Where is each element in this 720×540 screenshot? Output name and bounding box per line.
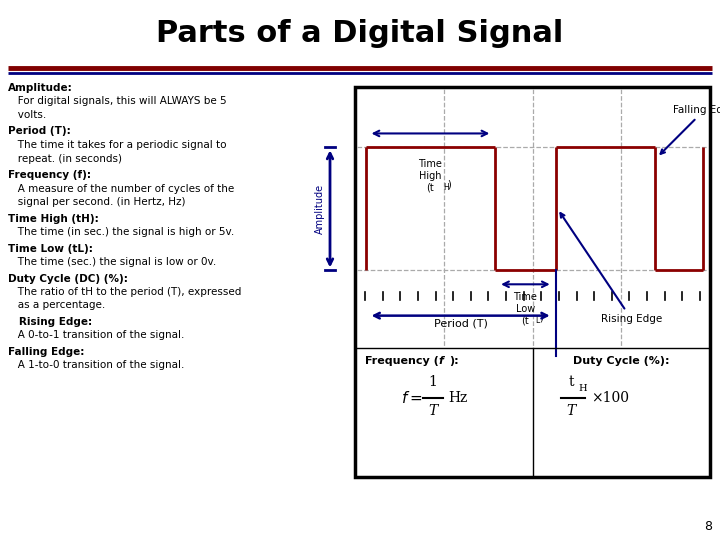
Text: H: H bbox=[578, 384, 587, 393]
Text: $f = $: $f = $ bbox=[401, 390, 423, 406]
Text: The ratio of tH to the period (T), expressed: The ratio of tH to the period (T), expre… bbox=[8, 287, 241, 297]
Text: repeat. (in seconds): repeat. (in seconds) bbox=[8, 153, 122, 164]
Text: Time Low (tL):: Time Low (tL): bbox=[8, 244, 93, 253]
Text: Frequency (: Frequency ( bbox=[365, 356, 438, 366]
Text: Amplitude:: Amplitude: bbox=[8, 83, 73, 93]
Text: T: T bbox=[428, 404, 438, 418]
Text: Amplitude: Amplitude bbox=[315, 184, 325, 234]
Text: Period (T): Period (T) bbox=[433, 319, 487, 329]
Text: A 1-to-0 transition of the signal.: A 1-to-0 transition of the signal. bbox=[8, 361, 184, 370]
Text: Period (T):: Period (T): bbox=[8, 126, 71, 137]
Text: H: H bbox=[444, 184, 449, 192]
Text: For digital signals, this will ALWAYS be 5: For digital signals, this will ALWAYS be… bbox=[8, 97, 227, 106]
Text: ×100: ×100 bbox=[591, 392, 629, 406]
Text: as a percentage.: as a percentage. bbox=[8, 300, 105, 310]
Text: Time High (tH):: Time High (tH): bbox=[8, 213, 99, 224]
Text: volts.: volts. bbox=[8, 110, 46, 120]
Text: Frequency (f):: Frequency (f): bbox=[8, 170, 91, 180]
Text: Rising Edge: Rising Edge bbox=[560, 213, 662, 323]
Text: Duty Cycle (DC) (%):: Duty Cycle (DC) (%): bbox=[8, 273, 128, 284]
Text: Time
High
(t: Time High (t bbox=[418, 159, 442, 193]
Text: signal per second. (in Hertz, Hz): signal per second. (in Hertz, Hz) bbox=[8, 197, 186, 207]
Text: ):: ): bbox=[449, 356, 459, 366]
Text: 1: 1 bbox=[428, 375, 438, 389]
Text: ): ) bbox=[447, 179, 451, 190]
Text: f: f bbox=[438, 356, 444, 366]
Text: Time
Low
(t: Time Low (t bbox=[513, 292, 537, 326]
Text: Hz: Hz bbox=[448, 392, 467, 406]
Text: Parts of a Digital Signal: Parts of a Digital Signal bbox=[156, 19, 564, 49]
Text: Falling Edge:: Falling Edge: bbox=[8, 347, 84, 357]
Text: T: T bbox=[567, 404, 576, 418]
Text: Duty Cycle (%):: Duty Cycle (%): bbox=[573, 356, 670, 366]
Text: A 0-to-1 transition of the signal.: A 0-to-1 transition of the signal. bbox=[8, 330, 184, 341]
Text: The time it takes for a periodic signal to: The time it takes for a periodic signal … bbox=[8, 140, 227, 150]
Text: t: t bbox=[568, 375, 574, 389]
Text: ): ) bbox=[539, 312, 543, 322]
Text: A measure of the number of cycles of the: A measure of the number of cycles of the bbox=[8, 184, 234, 193]
Text: 8: 8 bbox=[704, 520, 712, 533]
Text: Falling Edge: Falling Edge bbox=[660, 105, 720, 154]
Text: Rising Edge:: Rising Edge: bbox=[8, 317, 92, 327]
Text: The time (in sec.) the signal is high or 5v.: The time (in sec.) the signal is high or… bbox=[8, 227, 234, 237]
Bar bbox=[355, 87, 710, 477]
Text: The time (sec.) the signal is low or 0v.: The time (sec.) the signal is low or 0v. bbox=[8, 257, 216, 267]
Text: L: L bbox=[536, 316, 540, 325]
